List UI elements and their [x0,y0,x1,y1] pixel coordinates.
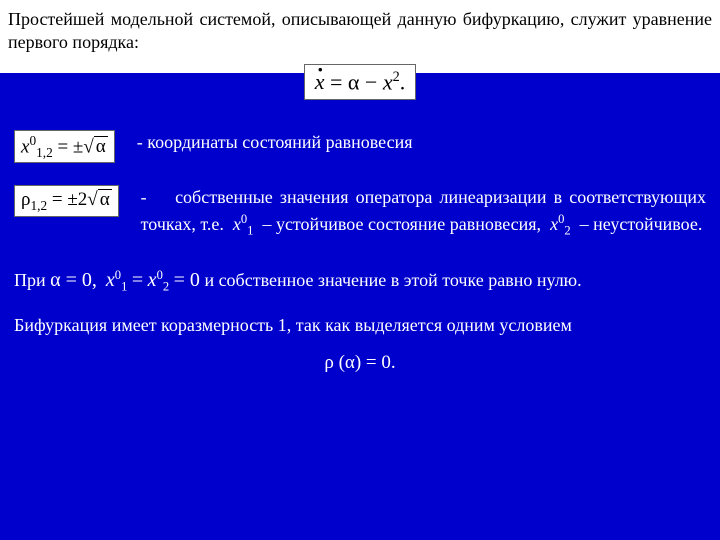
equilibrium-formula-box: x01,2 = ±√α [14,130,115,163]
header-text: Простейшей модельной системой, описывающ… [8,9,712,52]
row-eigen: ρ1,2 = ±2√α - собственные значения опера… [14,185,706,239]
p1-var2: x [148,269,157,291]
p1-tail: и собственное значение в этой точке равн… [204,270,581,290]
row-coords: x01,2 = ±√α - координаты состояний равно… [14,130,706,163]
main-equation-row: x = α − x2. [14,73,706,100]
eigen-var1: x [233,214,241,234]
eigen-t3: – устойчивое состояние равновесия, [262,214,541,234]
eigen-var2: x [550,214,558,234]
eigen-text: - собственные значения оператора линеари… [141,185,706,239]
p1-pre: При [14,270,46,290]
para-alpha-zero: При α = 0, x01 = x02 = 0 и собственное з… [14,266,706,296]
p1-var1: x [106,269,115,291]
eigen-sub1: 1 [247,223,253,237]
rho-condition-text: ρ (α) = 0. [324,352,395,373]
slide-content: x = α − x2. x01,2 = ±√α - координаты сос… [0,73,720,374]
eigen-t1: - [141,187,147,207]
para-codim-text: Бифуркация имеет коразмерность 1, так ка… [14,315,572,335]
eigen-t4: – неустойчивое. [580,214,703,234]
equilibrium-text: - координаты состояний равновесия [137,130,706,155]
slide: Простейшей модельной системой, описывающ… [0,0,720,540]
p1-sub1: 1 [121,279,127,293]
p1-eq: = [132,269,143,291]
main-equation-box: x = α − x2. [304,64,417,100]
p1-sub2: 2 [163,279,169,293]
eigen-formula-box: ρ1,2 = ±2√α [14,185,119,216]
para-codim: Бифуркация имеет коразмерность 1, так ка… [14,312,706,338]
p1-alpha: α = 0, [50,269,97,291]
slide-header: Простейшей модельной системой, описывающ… [0,0,720,73]
eigen-sub2: 2 [564,223,570,237]
rho-condition: ρ (α) = 0. [14,352,706,374]
p1-eq0: = 0 [174,269,200,291]
